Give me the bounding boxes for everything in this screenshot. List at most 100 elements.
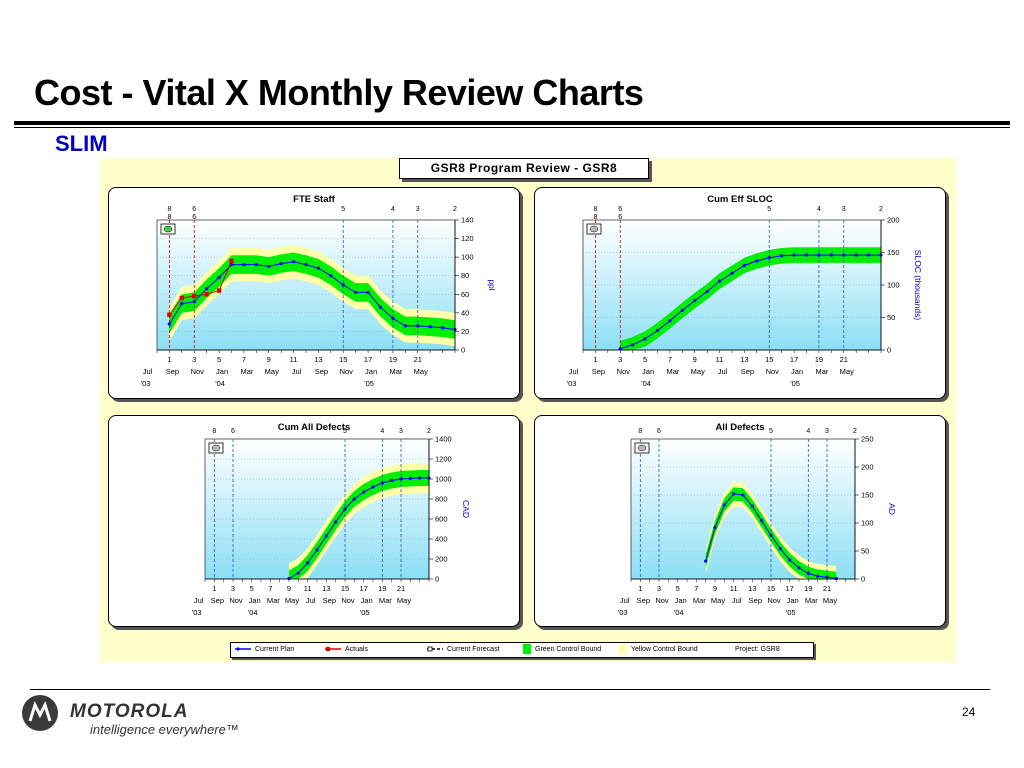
motorola-logo-icon <box>22 695 58 731</box>
x-month-label: Mar <box>815 367 828 376</box>
chart-panel: GSR8 Program Review - GSR8 FTE Staff 8 6 5 4… <box>100 158 956 662</box>
x-year-label: '03 <box>141 379 151 388</box>
x-month-label: Jul <box>718 367 728 376</box>
x-month-label: Jul <box>620 596 630 605</box>
y-tick-label: 100 <box>461 253 474 262</box>
x-tick-label: 19 <box>804 584 812 593</box>
milestone-label: 8 <box>167 214 171 221</box>
y-tick-label: 1000 <box>435 475 452 484</box>
green-control-bound <box>169 252 455 339</box>
actual-point <box>179 295 185 301</box>
y-tick-label: 1200 <box>435 455 452 464</box>
x-month-label: May <box>397 596 411 605</box>
plan-point <box>741 493 745 497</box>
milestone-label: 3 <box>842 206 846 213</box>
y-tick-label: 0 <box>887 346 891 355</box>
title-rule-thin <box>14 127 1010 128</box>
chart-frame-all-defects: All Defects 8 6 5 4 3 2 0 50 100 150 200 250 AD 1 3 5 7 9 1… <box>534 415 946 627</box>
x-tick-label: 1 <box>167 355 171 364</box>
plan-line-icon <box>235 647 251 651</box>
yellow-bound-swatch <box>619 644 627 655</box>
x-tick-label: 5 <box>643 355 647 364</box>
x-month-label: Mar <box>693 596 706 605</box>
plan-point <box>755 259 759 263</box>
plan-point <box>722 503 726 507</box>
plan-point <box>428 325 432 329</box>
x-month-label: Jan <box>675 596 687 605</box>
plot-area <box>630 438 856 580</box>
x-tick-label: 11 <box>716 355 724 364</box>
x-tick-label: 21 <box>840 355 848 364</box>
milestone-label: 6 <box>618 214 622 221</box>
legend-label: Current Forecast <box>447 646 500 653</box>
green-bound-swatch <box>523 644 531 655</box>
x-month-label: Mar <box>389 367 402 376</box>
milestone-label: 2 <box>453 206 457 213</box>
plan-point <box>704 559 708 563</box>
plan-point <box>742 263 747 268</box>
y-tick-label: 150 <box>887 248 900 257</box>
plan-point <box>324 534 328 538</box>
plan-point <box>769 533 773 537</box>
milestone-label: 5 <box>769 428 773 435</box>
plan-point <box>371 485 375 489</box>
x-month-label: Sep <box>749 596 762 605</box>
y-tick-label: 40 <box>461 308 469 317</box>
x-tick-label: 13 <box>314 355 322 364</box>
x-tick-label: 19 <box>378 584 386 593</box>
x-month-label: Sep <box>323 596 336 605</box>
plan-point <box>329 274 333 278</box>
actual-point <box>229 258 234 264</box>
x-tick-label: 3 <box>618 355 622 364</box>
x-tick-label: 15 <box>341 584 349 593</box>
legend-item-green-bound: Green Control Bound <box>523 643 601 657</box>
y-tick-label: 800 <box>435 495 448 504</box>
milestone-label: 5 <box>343 428 347 435</box>
y-tick-label: 0 <box>461 346 465 355</box>
y-axis-label: CAD <box>461 500 471 518</box>
x-month-label: Nov <box>766 367 780 376</box>
x-month-label: Nov <box>229 596 243 605</box>
x-tick-label: 7 <box>242 355 246 364</box>
x-month-label: May <box>691 367 705 376</box>
chart-frame-fte-staff: FTE Staff 8 6 5 4 3 2 8 6 0 20 40 60 80 100 120 140 ppl 1 3… <box>108 187 520 399</box>
x-year-label: '04 <box>641 379 651 388</box>
plan-point <box>354 290 358 295</box>
legend-item-current-plan: Current Plan <box>235 643 294 657</box>
x-month-label: May <box>265 367 279 376</box>
plan-point <box>291 260 296 264</box>
plan-point <box>306 561 310 565</box>
plan-point <box>792 253 796 257</box>
milestone-label: 2 <box>879 206 883 213</box>
x-month-label: Nov <box>617 367 631 376</box>
x-year-label: '05 <box>364 379 374 388</box>
plan-point <box>390 478 394 483</box>
plan-point <box>816 574 820 578</box>
legend-item-current-forecast: Current Forecast <box>427 643 500 657</box>
chart-title: All Defects <box>715 422 764 433</box>
x-tick-label: 9 <box>267 355 271 364</box>
plan-point <box>416 324 420 328</box>
y-tick-label: 600 <box>435 515 448 524</box>
milestone-label: 4 <box>380 428 384 435</box>
y-tick-label: 100 <box>861 519 874 528</box>
x-tick-label: 1 <box>593 355 597 364</box>
x-month-label: May <box>711 596 725 605</box>
x-tick-label: 17 <box>785 584 793 593</box>
milestone-label: 3 <box>399 428 403 435</box>
milestone-label: 6 <box>657 428 661 435</box>
y-tick-label: 0 <box>861 575 865 584</box>
x-tick-label: 21 <box>397 584 405 593</box>
status-light-icon <box>637 444 647 452</box>
forecast-line-icon <box>427 646 443 652</box>
x-year-label: '04 <box>215 379 225 388</box>
milestone-label: 5 <box>767 206 771 213</box>
plan-point <box>806 571 810 575</box>
x-month-label: Sep <box>741 367 754 376</box>
x-month-label: Nov <box>191 367 205 376</box>
y-tick-label: 1400 <box>435 435 452 444</box>
plan-point <box>403 324 407 328</box>
plan-point <box>205 287 209 291</box>
x-tick-label: 5 <box>217 355 221 364</box>
